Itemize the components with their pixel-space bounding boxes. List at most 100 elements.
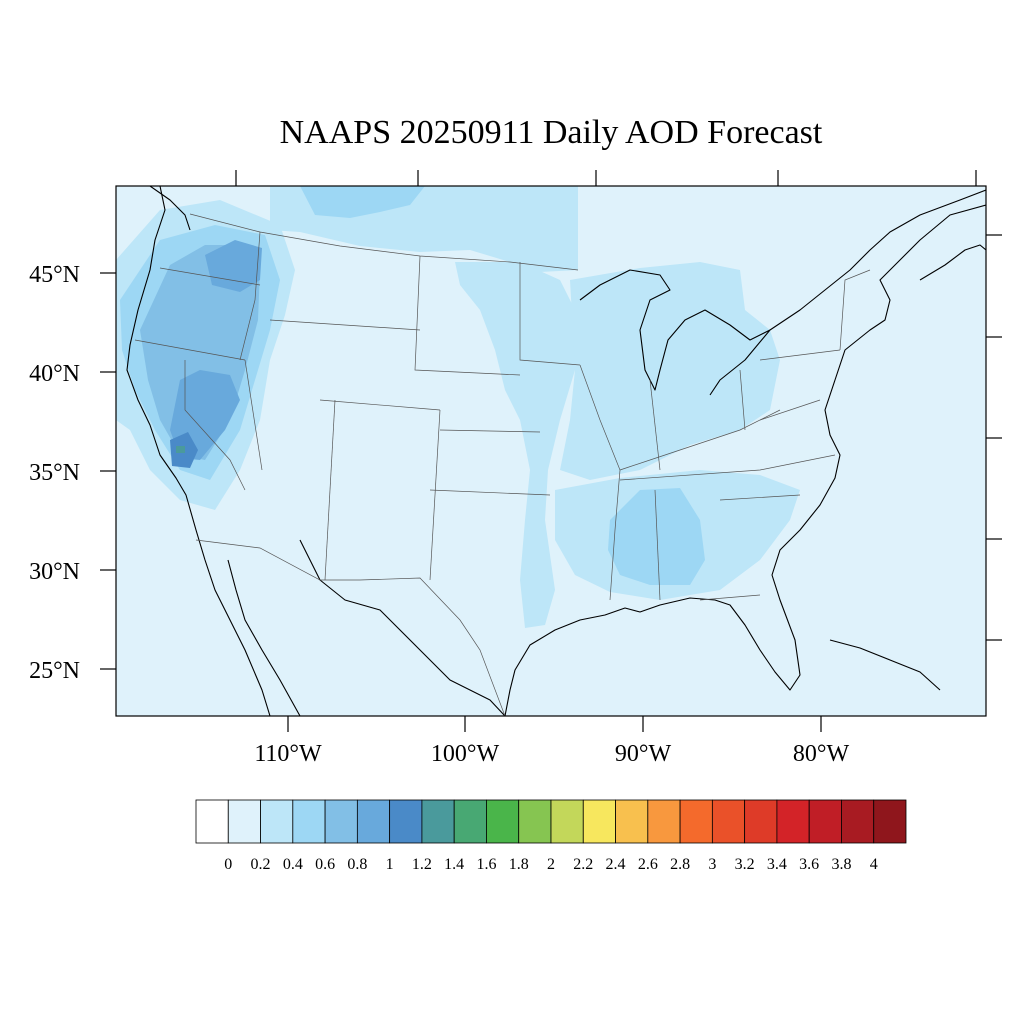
colorbar-swatch — [647, 799, 681, 844]
aod-plume-southeast-strong — [608, 488, 705, 585]
colorbar-swatch — [679, 799, 713, 844]
lat-label-40n: 40°N — [29, 361, 80, 387]
colorbar-tick-label: 2.8 — [670, 856, 690, 873]
border-dakotas — [414, 255, 521, 376]
colorbar-swatch — [195, 799, 229, 844]
pacific-coastline — [126, 186, 271, 716]
aod-plume-oregon-max — [205, 240, 262, 292]
lat-label-30n: 30°N — [29, 559, 80, 585]
colorbar-tick-label: 0.8 — [347, 856, 367, 873]
left-axis: 45°N 40°N 35°N 30°N 25°N — [29, 262, 116, 684]
colorbar-swatch — [292, 799, 326, 844]
border-in-oh — [649, 379, 661, 471]
colorbar-swatch — [615, 799, 649, 844]
colorbar-tick-label: 1.4 — [444, 856, 464, 873]
colorbar-swatch — [808, 799, 842, 844]
colorbar-tick-label: 2.2 — [573, 856, 593, 873]
lat-label-25n: 25°N — [29, 658, 80, 684]
nova-scotia — [919, 244, 986, 281]
colorbar-tick-label: 3.6 — [799, 856, 819, 873]
canada-coast-bc — [149, 186, 191, 231]
colorbar-swatch — [453, 799, 487, 844]
colorbar-tick-label: 0.4 — [283, 856, 303, 873]
border-mn-ia — [519, 262, 581, 366]
colorbar-tick-label: 2.4 — [606, 856, 626, 873]
border-va — [759, 399, 821, 421]
colorbar-tick-label: 3.2 — [735, 856, 755, 873]
colorbar-swatch — [744, 799, 778, 844]
aod-field — [116, 186, 800, 628]
colorbar-tick-label: 4 — [870, 856, 878, 873]
colorbar-tick-label: 3.8 — [831, 856, 851, 873]
border-id — [239, 231, 261, 361]
colorbar-swatch — [389, 799, 423, 844]
st-lawrence — [769, 189, 986, 331]
border-ca-nv — [184, 360, 246, 491]
border-ut-co — [324, 399, 336, 581]
border-pa-ny — [759, 349, 841, 361]
border-nv-ut — [244, 359, 263, 471]
colorbar — [195, 799, 907, 844]
colorbar-swatch — [227, 799, 261, 844]
colorbar-swatch — [873, 799, 907, 844]
border-al-ga — [654, 489, 661, 601]
state-borders — [134, 213, 871, 716]
border-wy-co — [319, 399, 441, 411]
colorbar-tick-label: 1 — [386, 856, 394, 873]
border-sc-nc — [719, 494, 801, 501]
gulf-mexico-coastline — [299, 539, 506, 716]
colorbar-tick-label: 0.6 — [315, 856, 335, 873]
border-or-ca-nv — [134, 339, 246, 361]
cuba — [829, 639, 941, 691]
aod-plume-central-corridor — [455, 262, 580, 628]
coastlines — [126, 186, 986, 716]
lon-label-110w: 110°W — [254, 741, 322, 767]
border-new-england — [839, 269, 871, 351]
colorbar-tick-label: 2.6 — [638, 856, 658, 873]
border-ga-fl — [699, 594, 761, 601]
colorbar-swatch — [550, 799, 584, 844]
us-canada-border — [189, 213, 579, 271]
colorbar-tick-label: 1.2 — [412, 856, 432, 873]
border-co-ks — [429, 409, 441, 581]
lon-label-80w: 80°W — [793, 741, 850, 767]
baja-coastline — [227, 559, 301, 716]
border-tn-ky — [619, 454, 836, 481]
colorbar-tick-label: 0 — [224, 856, 232, 873]
lat-label-35n: 35°N — [29, 460, 80, 486]
lon-label-100w: 100°W — [431, 741, 500, 767]
right-tick-marks — [986, 234, 1002, 641]
colorbar-swatch — [776, 799, 810, 844]
colorbar-tick-label: 1.6 — [476, 856, 496, 873]
colorbar-swatch — [711, 799, 746, 844]
border-ne-ks — [439, 429, 541, 433]
aod-plume-canada-strong — [300, 186, 425, 218]
border-wa-or — [159, 267, 261, 286]
colorbar-swatch — [421, 799, 455, 844]
colorbar-swatch — [324, 799, 358, 844]
map-frame — [115, 185, 987, 717]
colorbar-swatch — [518, 799, 552, 844]
border-ok-tx — [429, 489, 551, 496]
figure-title: NAAPS 20250911 Daily AOD Forecast — [280, 114, 823, 151]
colorbar-swatch — [356, 799, 391, 844]
border-oh-pa — [739, 369, 746, 431]
gulf-coast-us — [504, 204, 986, 716]
colorbar-labels: 0 0.2 0.4 0.6 0.8 1 1.2 1.4 1.6 1.8 2 2.2 2.4 2.6 2.8 3… — [224, 856, 877, 873]
lon-label-90w: 90°W — [615, 741, 672, 767]
colorbar-tick-label: 0.2 — [251, 856, 271, 873]
colorbar-swatch — [841, 799, 875, 844]
us-mexico-border — [195, 539, 506, 716]
border-mt-wy — [269, 319, 421, 331]
colorbar-swatch — [260, 799, 294, 844]
colorbar-swatch — [486, 799, 520, 844]
colorbar-tick-label: 2 — [547, 856, 555, 873]
colorbar-tick-label: 1.8 — [509, 856, 529, 873]
aod-plume-great-lakes — [560, 262, 780, 480]
colorbar-swatch — [582, 799, 616, 844]
aod-plume-peak-cell — [176, 446, 185, 453]
lat-label-45n: 45°N — [29, 262, 80, 288]
colorbar-tick-label: 3 — [708, 856, 716, 873]
bottom-axis: 110°W 100°W 90°W 80°W — [254, 716, 849, 767]
